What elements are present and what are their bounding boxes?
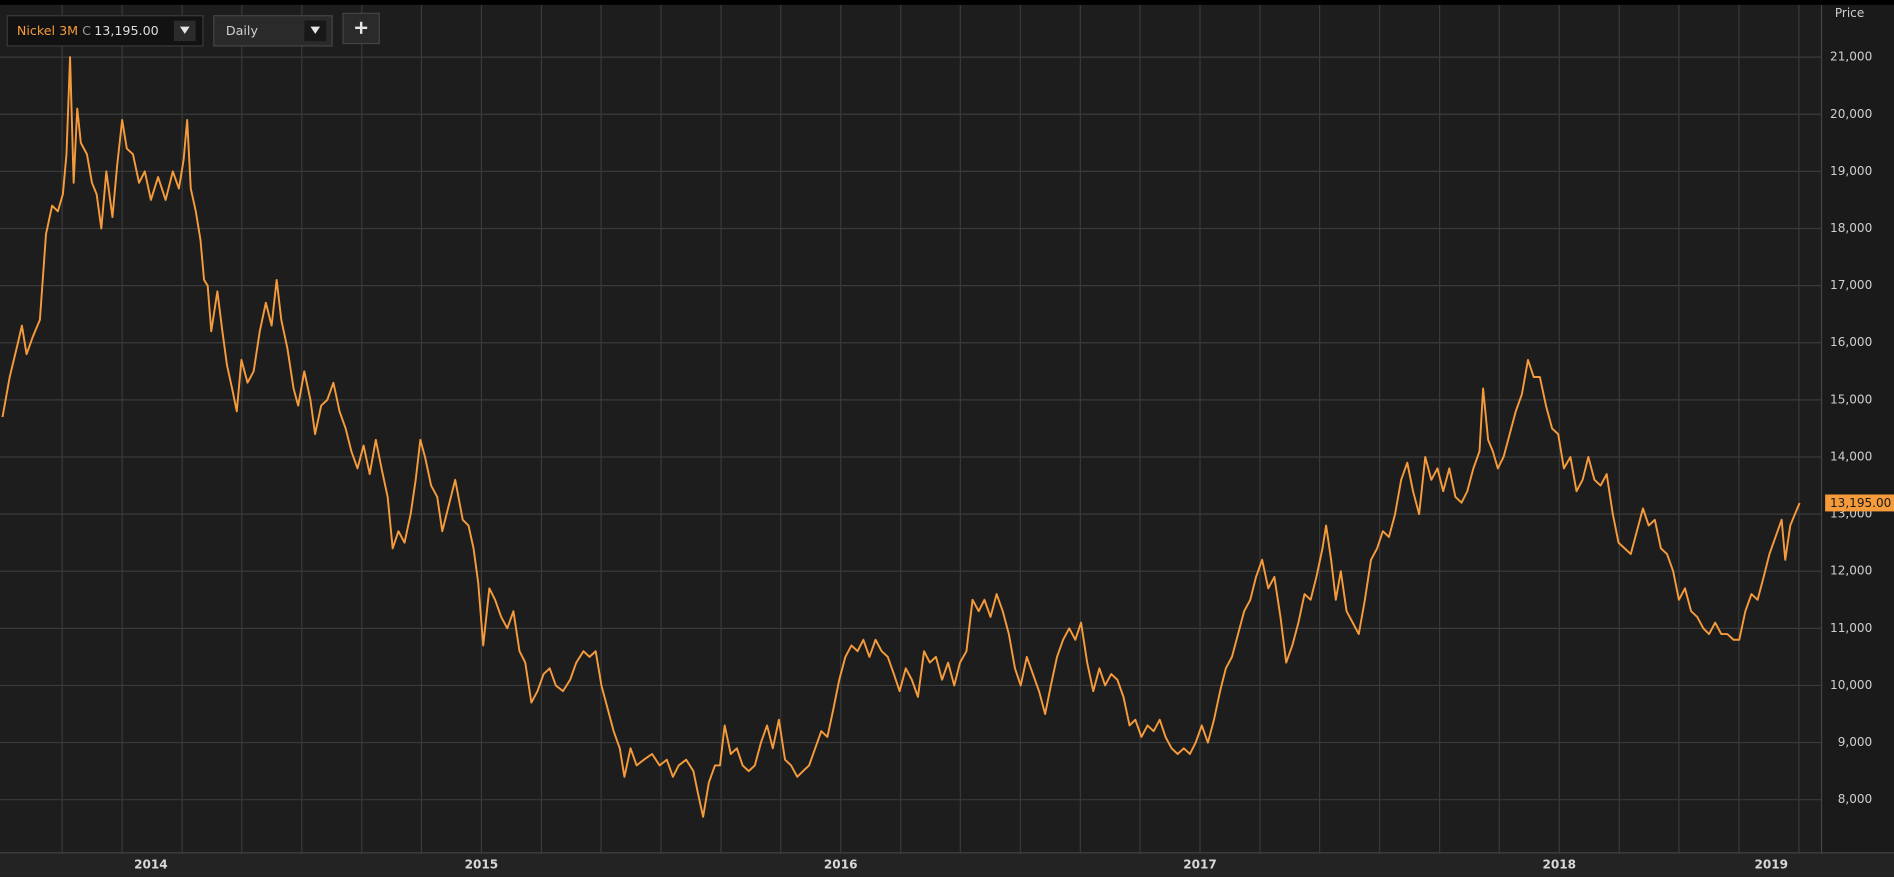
y-tick-label: 18,000 [1830, 221, 1872, 235]
y-axis-title: Price [1835, 6, 1864, 20]
y-tick-label: 15,000 [1830, 392, 1872, 406]
price-line [1, 56, 1801, 818]
x-tick-label: 2014 [134, 857, 168, 871]
y-tick-label: 11,000 [1830, 621, 1872, 635]
x-tick-label: 2019 [1754, 857, 1788, 871]
y-tick-label: 8,000 [1838, 792, 1873, 806]
add-button[interactable] [342, 12, 380, 45]
close-flag: C [82, 23, 91, 38]
y-tick-label: 12,000 [1830, 564, 1872, 578]
x-axis-panel [0, 852, 1894, 877]
dropdown-arrow [310, 26, 321, 34]
instrument-box[interactable] [6, 15, 204, 47]
y-tick-label: 21,000 [1830, 50, 1872, 64]
instrument-selector[interactable]: Nickel 3M C 13,195.00 [6, 15, 204, 47]
top-border [0, 0, 1894, 5]
y-tick-label: 16,000 [1830, 335, 1872, 349]
x-tick-label: 2015 [465, 857, 499, 871]
dropdown-arrow [179, 26, 190, 34]
y-tick-label: 9,000 [1838, 735, 1873, 749]
x-tick-label: 2017 [1183, 857, 1217, 871]
y-tick-label: 19,000 [1830, 164, 1872, 178]
x-tick-label: 2018 [1542, 857, 1576, 871]
last-value-tag [1825, 494, 1894, 512]
plot [1, 56, 1801, 818]
x-tick-label: 2016 [824, 857, 858, 871]
toolbar: Nickel 3M C 13,195.00 Daily [6, 12, 380, 47]
y-tick-label: 20,000 [1830, 107, 1872, 121]
last-value-label: 13,195.00 [1830, 496, 1891, 510]
interval-label: Daily [226, 23, 259, 38]
y-tick-label: 17,000 [1830, 278, 1872, 292]
axes: 8,0009,00010,00011,00012,00013,00014,000… [134, 50, 1894, 871]
y-tick-label: 14,000 [1830, 449, 1872, 463]
interval-selector[interactable]: Daily [213, 15, 333, 47]
instrument-name: Nickel 3M [17, 23, 78, 38]
close-value: 13,195.00 [94, 23, 159, 38]
y-tick-label: 10,000 [1830, 678, 1872, 692]
y-axis-panel [1821, 0, 1894, 853]
grid [0, 0, 1822, 853]
